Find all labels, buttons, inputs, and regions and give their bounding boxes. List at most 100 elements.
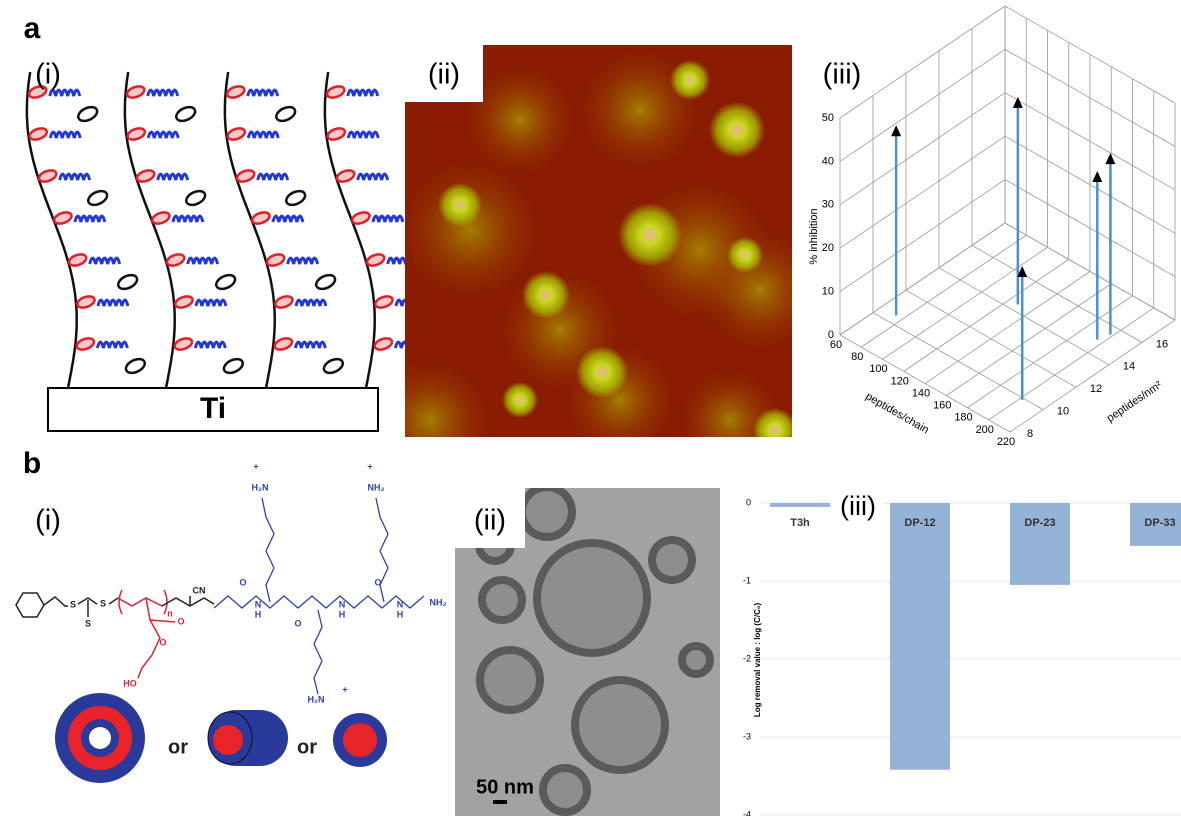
category-label: T3h [790, 517, 810, 529]
y-tick-label: -2 [743, 653, 751, 663]
helix-peptide [348, 132, 378, 138]
atom-label: NH₂ [430, 597, 447, 607]
x-tick-label: 200 [976, 424, 994, 436]
helix-peptide [75, 216, 105, 222]
category-label: DP-23 [1024, 517, 1055, 529]
y-tick-label: 8 [1027, 428, 1033, 440]
panel-a-iii: 0102030405060801001201401601802002208101… [808, 6, 1181, 448]
helix-peptide [97, 342, 127, 348]
y-tick-label: -1 [743, 575, 751, 585]
arrowhead [891, 125, 901, 136]
helix-peptide [248, 132, 278, 138]
y-tick-label: 0 [746, 497, 751, 507]
ring-peptide [116, 272, 139, 291]
atom-label: O [159, 637, 166, 647]
peptide-anchor [135, 168, 155, 184]
ring-peptide [124, 356, 147, 375]
atom-label: + [367, 461, 372, 471]
atom-label: O [294, 618, 301, 628]
particle [682, 646, 710, 674]
polymer-chain [225, 72, 275, 388]
grid-line [873, 313, 1043, 410]
afm-feature [576, 346, 628, 398]
helix-peptide [90, 258, 120, 264]
ring-peptide [222, 356, 245, 375]
atom-label: H [397, 609, 404, 619]
peptide-anchor [126, 126, 146, 142]
category-label: DP-12 [904, 517, 935, 529]
peptide-anchor [374, 294, 394, 310]
grid-line [968, 296, 1133, 408]
afm-feature [753, 408, 797, 452]
polymer-chain [27, 72, 77, 388]
y-tick-label: 14 [1123, 361, 1135, 373]
substrate-label: Ti [200, 392, 226, 425]
peptide-anchor [53, 210, 73, 226]
afm-feature [618, 203, 682, 267]
helix-peptide [295, 342, 325, 348]
helix-peptide [148, 90, 178, 96]
grid-line [840, 223, 1005, 335]
vesicle-lumen [89, 727, 111, 749]
atom-label: N [397, 599, 404, 609]
afm-image [370, 45, 820, 480]
atom-label: NH₂ [368, 482, 385, 492]
y-axis-label: peptides/nm² [1105, 379, 1165, 425]
peptide-anchor [28, 126, 48, 142]
ring-peptide [214, 272, 237, 291]
atom-label: O [374, 577, 381, 587]
peptide-anchor [76, 294, 96, 310]
grid-line [906, 290, 1076, 387]
subpanel-label: (iii) [823, 59, 862, 91]
helix-peptide [296, 300, 326, 306]
bar [1010, 503, 1070, 585]
atom-label: H₂N [308, 694, 325, 704]
afm-haze [400, 160, 540, 300]
afm-feature [670, 60, 710, 100]
peptide-anchor [326, 84, 346, 100]
peptide-anchor [335, 168, 355, 184]
helix-peptide [258, 174, 288, 180]
atom-label: S [85, 618, 91, 628]
afm-feature [502, 382, 538, 418]
z-tick-label: 50 [822, 112, 834, 124]
y-axis-label: Log removal value : log (C/C₀) [753, 603, 762, 718]
z-tick-label: 30 [822, 199, 834, 211]
peptide-anchor [226, 84, 246, 100]
peptide-anchor [365, 252, 385, 268]
helix-peptide [358, 174, 388, 180]
particle [543, 768, 587, 812]
bar [770, 503, 830, 507]
x-tick-label: 100 [869, 363, 887, 375]
ring-peptide [174, 104, 197, 123]
afm-feature [709, 102, 765, 158]
peptide-anchor [235, 168, 255, 184]
polymer-chain [125, 72, 175, 388]
helix-peptide [98, 300, 128, 306]
ring-peptide [184, 188, 207, 207]
atom-label: H [339, 609, 346, 619]
or: or [297, 736, 317, 758]
z-tick-label: 10 [822, 286, 834, 298]
y-tick-label: -3 [743, 731, 751, 741]
atom-label: n [167, 608, 173, 618]
micelle-core [343, 723, 377, 757]
atom-label: N [255, 599, 262, 609]
y-tick-label: 10 [1057, 406, 1069, 418]
atom-label: CN [193, 585, 206, 595]
helix-peptide [288, 258, 318, 264]
subpanel-label: (iii) [840, 491, 876, 521]
helix-peptide [348, 90, 378, 96]
grid-line [840, 335, 1010, 432]
peptide-anchor [67, 252, 87, 268]
helix-peptide [50, 90, 80, 96]
panel-a-ii [370, 45, 820, 480]
peptide-anchor [37, 168, 57, 184]
x-tick-label: 140 [912, 387, 930, 399]
ring-peptide [284, 188, 307, 207]
or: or [168, 736, 188, 758]
z-tick-label: 40 [822, 155, 834, 167]
y-tick-label: -4 [743, 809, 751, 816]
peptide-anchor [251, 210, 271, 226]
